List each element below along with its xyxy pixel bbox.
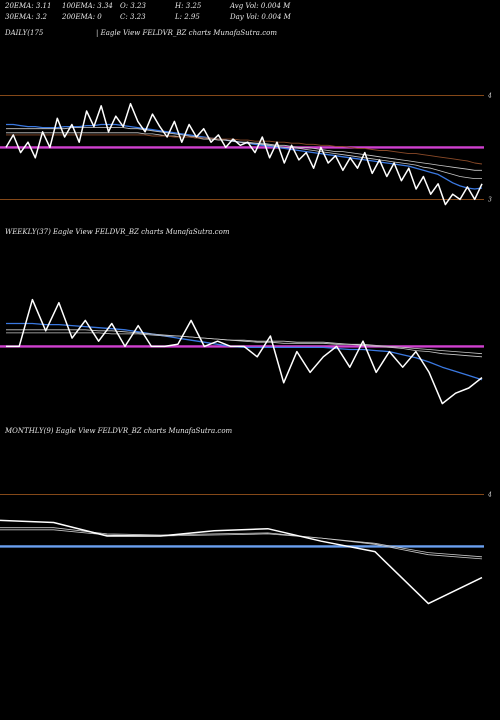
daily-ema20-line-1	[6, 123, 483, 190]
daily-panel: 43	[0, 92, 492, 206]
daily-y-tick-label-1: 3	[488, 196, 492, 203]
monthly-ema-line-1	[0, 527, 483, 560]
ema20-readout: 20EMA: 3.11	[5, 2, 52, 10]
daily-ema-line-2	[6, 127, 482, 180]
avg-vol-readout: Avg Vol: 0.004 M	[230, 2, 291, 10]
day-vol-readout: Day Vol: 0.004 M	[230, 13, 291, 21]
daily-ema100-line-4	[6, 134, 483, 165]
weekly-ema20-line-1	[6, 322, 483, 381]
daily-y-tick-label-0: 4	[487, 92, 492, 99]
daily-price-line-0	[5, 102, 483, 206]
low-readout: L: 2.95	[175, 13, 200, 21]
monthly-panel: 4	[0, 491, 492, 605]
close-readout: C: 3.23	[120, 13, 146, 21]
ema100-readout: 100EMA: 3.34	[62, 2, 113, 10]
weekly-panel-label: WEEKLY(37) Eagle View FELDVR_BZ charts M…	[5, 228, 230, 236]
daily-panel-label: DAILY(175	[5, 29, 44, 37]
open-readout: O: 3.23	[120, 2, 146, 10]
monthly-y-tick-label-0: 4	[487, 491, 492, 498]
daily-panel-source: | Eagle View FELDVR_BZ charts MunafaSutr…	[96, 29, 277, 37]
monthly-panel-label: MONTHLY(9) Eagle View FELDVR_BZ charts M…	[5, 427, 233, 435]
ema30-readout: 30EMA: 3.2	[5, 13, 47, 21]
monthly-price-line-0	[0, 519, 483, 605]
daily-ema-line-3	[6, 132, 482, 171]
weekly-ema-line-3	[6, 332, 483, 355]
ema200-readout: 200EMA: 0	[62, 13, 102, 21]
monthly-ema-line-2	[0, 529, 483, 558]
weekly-panel	[0, 298, 484, 405]
high-readout: H: 3.25	[175, 2, 202, 10]
weekly-price-line-0	[6, 298, 483, 405]
weekly-ema-line-2	[6, 329, 483, 358]
